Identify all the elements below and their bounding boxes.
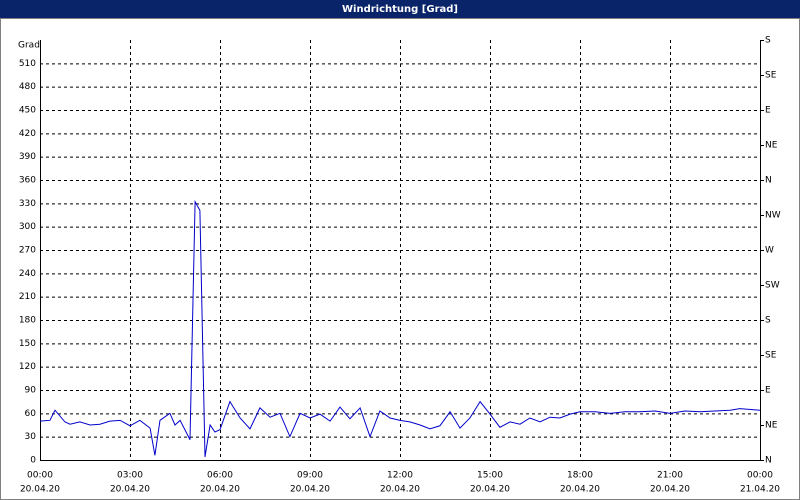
y2-tick-label: E bbox=[765, 386, 771, 396]
x-tick-date: 21.04.20 bbox=[740, 485, 780, 495]
y2-tick-label: NE bbox=[765, 421, 778, 431]
x-tick-label: 12:00 bbox=[387, 471, 413, 481]
y-tick-label: 450 bbox=[19, 106, 36, 116]
y-tick-label: 210 bbox=[19, 292, 36, 302]
x-tick-label: 21:00 bbox=[657, 471, 683, 481]
y2-tick-label: SE bbox=[765, 71, 777, 81]
x-tick-date: 20.04.20 bbox=[20, 485, 60, 495]
y2-tick-label: N bbox=[765, 456, 772, 466]
y-tick-label: 390 bbox=[19, 152, 36, 162]
y2-tick-label: SW bbox=[765, 281, 780, 291]
y-tick-label: 270 bbox=[19, 246, 36, 256]
x-tick-date: 20.04.20 bbox=[650, 485, 690, 495]
y-axis-label: Grad bbox=[18, 41, 40, 51]
x-tick-label: 00:00 bbox=[747, 471, 773, 481]
y2-tick-label: S bbox=[765, 316, 771, 326]
x-tick-date: 20.04.20 bbox=[470, 485, 510, 495]
data-line bbox=[39, 199, 761, 457]
x-tick-label: 15:00 bbox=[477, 471, 503, 481]
y-tick-label: 150 bbox=[19, 339, 36, 349]
y-tick-label: 90 bbox=[25, 386, 37, 396]
y-tick-label: 510 bbox=[19, 59, 36, 69]
x-tick-label: 09:00 bbox=[297, 471, 323, 481]
y-tick-label: 480 bbox=[19, 82, 36, 92]
y-tick-label: 330 bbox=[19, 199, 36, 209]
y2-tick-label: NE bbox=[765, 141, 778, 151]
y-tick-label: 120 bbox=[19, 362, 36, 372]
y-tick-label: 30 bbox=[25, 432, 37, 442]
x-tick-label: 18:00 bbox=[567, 471, 593, 481]
y2-tick-label: E bbox=[765, 106, 771, 116]
y-tick-label: 180 bbox=[19, 316, 36, 326]
y2-tick-label: NW bbox=[765, 211, 781, 221]
x-tick-label: 06:00 bbox=[207, 471, 233, 481]
title-bar bbox=[0, 0, 800, 18]
x-tick-date: 20.04.20 bbox=[290, 485, 330, 495]
x-tick-date: 20.04.20 bbox=[560, 485, 600, 495]
y-tick-label: 240 bbox=[19, 269, 36, 279]
y-tick-label: 300 bbox=[19, 222, 36, 232]
x-tick-label: 03:00 bbox=[117, 471, 143, 481]
y2-tick-label: N bbox=[765, 176, 772, 186]
x-tick-date: 20.04.20 bbox=[110, 485, 150, 495]
chart-title: Windrichtung [Grad] bbox=[342, 4, 458, 15]
y2-tick-label: SE bbox=[765, 351, 777, 361]
y-tick-label: 0 bbox=[30, 456, 36, 466]
x-tick-date: 20.04.20 bbox=[200, 485, 240, 495]
y-tick-label: 60 bbox=[25, 409, 37, 419]
y2-tick-label: S bbox=[765, 36, 771, 46]
y-tick-label: 360 bbox=[19, 176, 36, 186]
y2-tick-label: W bbox=[765, 246, 774, 256]
y-tick-label: 420 bbox=[19, 129, 36, 139]
x-tick-label: 00:00 bbox=[27, 471, 53, 481]
x-tick-date: 20.04.20 bbox=[380, 485, 420, 495]
